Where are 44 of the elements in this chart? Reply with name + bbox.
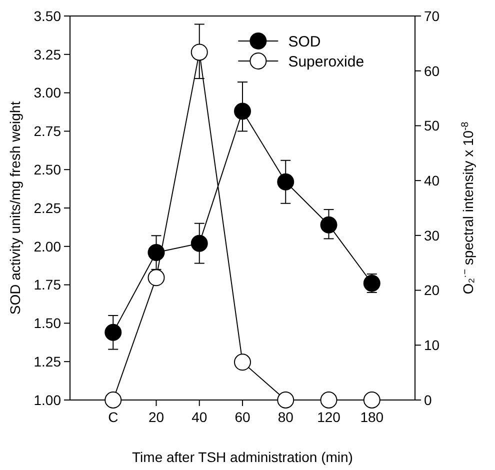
y2-tick-label: 40 (424, 172, 440, 188)
y2-tick-label: 60 (424, 62, 440, 79)
y-tick-label: 1.00 (34, 392, 62, 408)
x-tick-label: 120 (317, 409, 341, 425)
y-tick-label: 2.25 (34, 200, 62, 216)
point (234, 354, 251, 371)
y2-tick-label: 70 (424, 8, 440, 24)
y-tick-label: 3.25 (34, 46, 62, 62)
y2-tick-label: 10 (424, 337, 440, 354)
point (104, 324, 122, 341)
point (363, 392, 380, 408)
point (104, 392, 122, 408)
x-axis-title: Time after TSH administration (min) (132, 449, 353, 465)
x-tick-label: C (108, 409, 118, 425)
point (148, 244, 165, 262)
x-tick-label: 180 (360, 409, 384, 425)
y-tick-label: 1.75 (34, 276, 62, 293)
y-tick-label: 2.00 (34, 238, 62, 254)
x-tick-label: 20 (148, 409, 164, 425)
y-tick-label: 3.00 (34, 84, 62, 101)
point (277, 392, 294, 408)
point (190, 44, 208, 61)
legend-label: SOD (288, 33, 321, 50)
point (363, 274, 380, 292)
y-tick-label: 1.25 (34, 354, 62, 370)
x-tick-label: 40 (192, 409, 208, 425)
point (277, 173, 294, 190)
x-tick-label: 60 (234, 409, 250, 425)
point (148, 269, 165, 286)
point (320, 392, 338, 408)
y-axis-title: SOD activity units/mg fresh weight (7, 101, 23, 315)
y-tick-label: 1.50 (34, 315, 62, 332)
y-tick-label: 2.75 (34, 123, 62, 140)
x-tick-label: 80 (278, 409, 294, 425)
y2-tick-label: 50 (424, 118, 440, 134)
y2-tick-label: 0 (424, 392, 432, 408)
legend-label: Superoxide (288, 53, 364, 70)
y2-tick-label: 20 (424, 282, 440, 298)
point (320, 216, 338, 234)
y2-tick-label: 30 (424, 227, 440, 244)
point (234, 102, 251, 120)
y-tick-label: 2.50 (34, 162, 62, 178)
point (190, 234, 208, 252)
y-tick-label: 3.50 (34, 8, 62, 24)
